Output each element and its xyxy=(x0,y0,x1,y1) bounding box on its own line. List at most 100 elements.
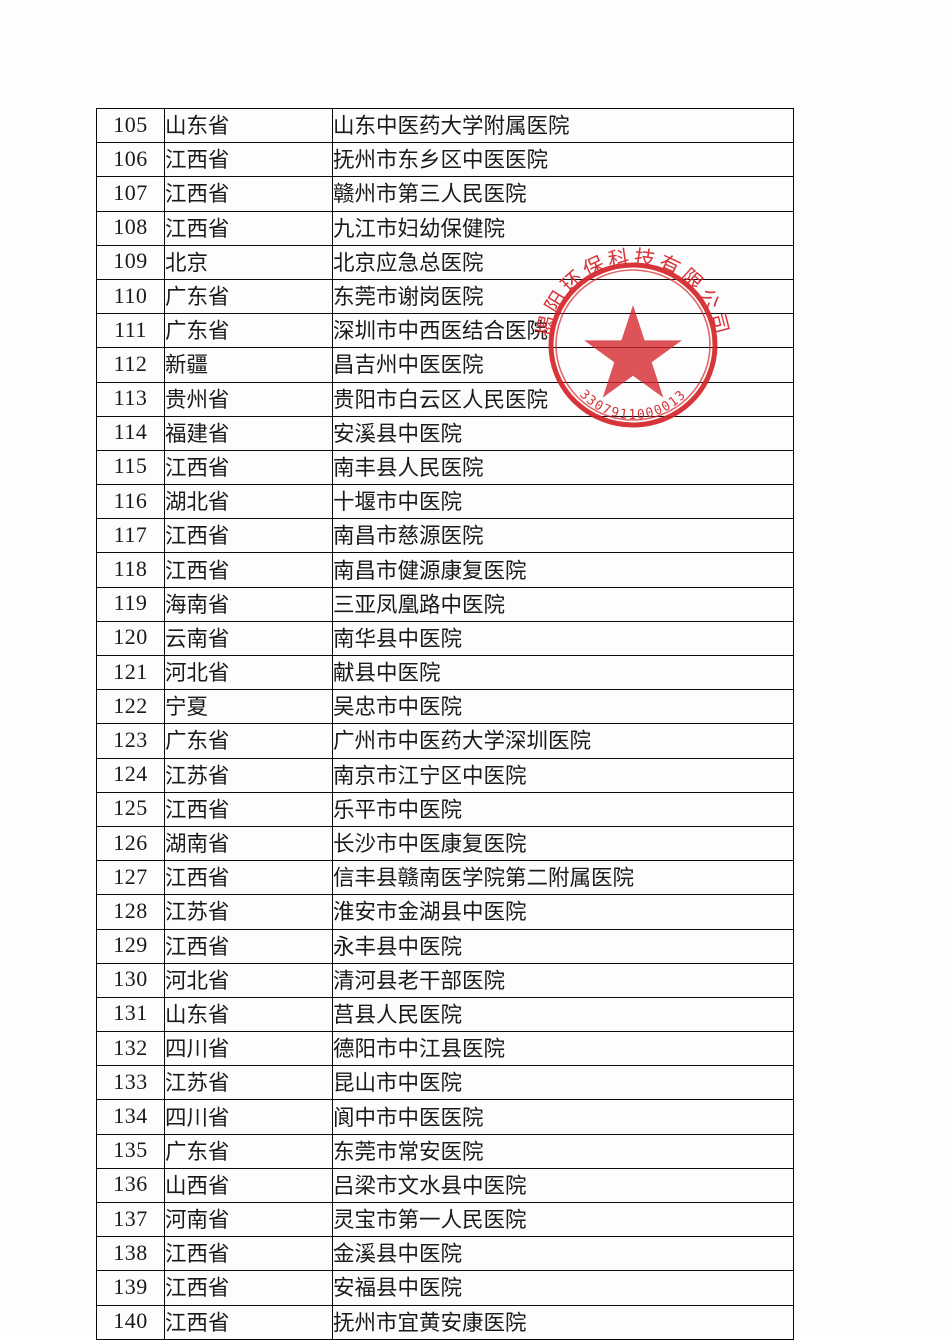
row-index-cell: 134 xyxy=(96,1099,165,1135)
province-cell: 江苏省 xyxy=(164,757,333,793)
row-index-cell: 129 xyxy=(96,928,165,964)
province-cell: 广东省 xyxy=(164,723,333,759)
table-row: 110 广东省 东莞市谢岗医院 xyxy=(96,278,794,315)
hospital-name-cell: 昌吉州中医医院 xyxy=(332,347,794,383)
table-row: 128 江苏省 淮安市金湖县中医院 xyxy=(96,894,794,930)
hospital-list-table-container: 105 山东省 山东中医药大学附属医院 106 江西省 抚州市东乡区中医医院 107 江西省赣… xyxy=(96,107,794,1340)
table-body: 105 山东省 山东中医药大学附属医院 106 江西省 抚州市东乡区中医医院 107 江西省赣… xyxy=(96,107,794,1340)
hospital-name-cell: 金溪县中医院 xyxy=(332,1236,794,1272)
province-cell: 江西省 xyxy=(164,518,333,554)
hospital-name-cell: 南昌市健源康复医院 xyxy=(332,552,794,588)
table-row: 119 海南省 三亚凤凰路中医院 xyxy=(96,586,794,622)
province-cell: 广东省 xyxy=(164,1133,333,1169)
hospital-name-cell: 献县中医院 xyxy=(332,654,794,691)
row-index-cell: 132 xyxy=(96,1031,165,1067)
province-cell: 江西省 xyxy=(164,142,333,178)
hospital-name-cell: 吕梁市文水县中医院 xyxy=(332,1167,794,1204)
row-index-cell: 135 xyxy=(96,1133,165,1169)
table-row: 105 山东省 山东中医药大学附属医院 xyxy=(96,107,794,144)
row-index-cell: 140 xyxy=(96,1304,165,1340)
table-row: 113 贵州省 贵阳市白云区人民医院 xyxy=(96,381,794,417)
province-cell: 新疆 xyxy=(164,347,333,383)
row-index-cell: 123 xyxy=(96,723,165,759)
hospital-name-cell: 深圳市中西医结合医院 xyxy=(332,313,794,349)
row-index-cell: 127 xyxy=(96,860,165,896)
row-index-cell: 128 xyxy=(96,894,165,930)
province-cell: 云南省 xyxy=(164,620,333,657)
province-cell: 山东省 xyxy=(164,107,333,144)
table-row: 114 福建省 安溪县中医院 xyxy=(96,415,794,451)
row-index-cell: 115 xyxy=(96,449,165,486)
row-index-cell: 126 xyxy=(96,825,165,862)
row-index-cell: 119 xyxy=(96,586,165,622)
row-index-cell: 110 xyxy=(96,278,165,315)
hospital-name-cell: 抚州市宜黄安康医院 xyxy=(332,1304,794,1340)
province-cell: 贵州省 xyxy=(164,381,333,417)
hospital-name-cell: 南昌市慈源医院 xyxy=(332,518,794,554)
table-row: 124 江苏省 南京市江宁区中医院 xyxy=(96,757,794,793)
table-row: 111 广东省 深圳市中西医结合医院 xyxy=(96,313,794,349)
province-cell: 江西省 xyxy=(164,449,333,486)
province-cell: 河南省 xyxy=(164,1201,333,1238)
hospital-name-cell: 长沙市中医康复医院 xyxy=(332,825,794,862)
table-row: 121 河北省 献县中医院 xyxy=(96,654,794,691)
hospital-name-cell: 南京市江宁区中医院 xyxy=(332,757,794,793)
hospital-name-cell: 广州市中医药大学深圳医院 xyxy=(332,723,794,759)
hospital-name-cell: 东莞市谢岗医院 xyxy=(332,278,794,315)
hospital-name-cell: 赣州市第三人民医院 xyxy=(332,176,794,212)
table-row: 125 江西省 乐平市中医院 xyxy=(96,791,794,827)
row-index-cell: 117 xyxy=(96,518,165,554)
row-index-cell: 137 xyxy=(96,1201,165,1238)
row-index-cell: 120 xyxy=(96,620,165,657)
table-row: 136 山西省 吕梁市文水县中医院 xyxy=(96,1167,794,1204)
row-index-cell: 133 xyxy=(96,1065,165,1101)
province-cell: 江西省 xyxy=(164,860,333,896)
table-row: 118 江西省 南昌市健源康复医院 xyxy=(96,552,794,588)
table-row: 117 江西省 南昌市慈源医院 xyxy=(96,518,794,554)
hospital-name-cell: 十堰市中医院 xyxy=(332,484,794,520)
row-index-cell: 108 xyxy=(96,210,165,246)
table-row: 137 河南省 灵宝市第一人民医院 xyxy=(96,1201,794,1238)
province-cell: 四川省 xyxy=(164,1099,333,1135)
table-row: 123 广东省 广州市中医药大学深圳医院 xyxy=(96,723,794,759)
row-index-cell: 111 xyxy=(96,313,165,349)
province-cell: 四川省 xyxy=(164,1031,333,1067)
province-cell: 山西省 xyxy=(164,1167,333,1204)
row-index-cell: 109 xyxy=(96,244,165,280)
table-row: 138 江西省 金溪县中医院 xyxy=(96,1236,794,1272)
hospital-name-cell: 灵宝市第一人民医院 xyxy=(332,1201,794,1238)
hospital-name-cell: 南丰县人民医院 xyxy=(332,449,794,486)
province-cell: 海南省 xyxy=(164,586,333,622)
province-cell: 江西省 xyxy=(164,1304,333,1340)
table-row: 134 四川省 阆中市中医医院 xyxy=(96,1099,794,1135)
province-cell: 宁夏 xyxy=(164,689,333,725)
row-index-cell: 114 xyxy=(96,415,165,451)
province-cell: 江西省 xyxy=(164,552,333,588)
hospital-name-cell: 莒县人民医院 xyxy=(332,996,794,1033)
hospital-name-cell: 北京应急总医院 xyxy=(332,244,794,280)
row-index-cell: 116 xyxy=(96,484,165,520)
row-index-cell: 125 xyxy=(96,791,165,827)
row-index-cell: 139 xyxy=(96,1270,165,1306)
hospital-name-cell: 吴忠市中医院 xyxy=(332,689,794,725)
hospital-name-cell: 永丰县中医院 xyxy=(332,928,794,964)
row-index-cell: 131 xyxy=(96,996,165,1033)
hospital-name-cell: 清河县老干部医院 xyxy=(332,962,794,998)
hospital-name-cell: 信丰县赣南医学院第二附属医院 xyxy=(332,860,794,896)
province-cell: 广东省 xyxy=(164,278,333,315)
table-row: 127 江西省 信丰县赣南医学院第二附属医院 xyxy=(96,860,794,896)
table-row: 139 江西省 安福县中医院 xyxy=(96,1270,794,1306)
table-row: 106 江西省 抚州市东乡区中医医院 xyxy=(96,142,794,178)
province-cell: 江西省 xyxy=(164,791,333,827)
province-cell: 江西省 xyxy=(164,1270,333,1306)
province-cell: 北京 xyxy=(164,244,333,280)
table-row: 116 湖北省 十堰市中医院 xyxy=(96,484,794,520)
hospital-list-table: 105 山东省 山东中医药大学附属医院 106 江西省 抚州市东乡区中医医院 107 江西省赣… xyxy=(96,107,794,1340)
hospital-name-cell: 山东中医药大学附属医院 xyxy=(332,107,794,144)
hospital-name-cell: 安溪县中医院 xyxy=(332,415,794,451)
table-row: 108 江西省 九江市妇幼保健院 xyxy=(96,210,794,246)
table-row: 112 新疆 昌吉州中医医院 xyxy=(96,347,794,383)
table-row: 129 江西省 永丰县中医院 xyxy=(96,928,794,964)
row-index-cell: 106 xyxy=(96,142,165,178)
